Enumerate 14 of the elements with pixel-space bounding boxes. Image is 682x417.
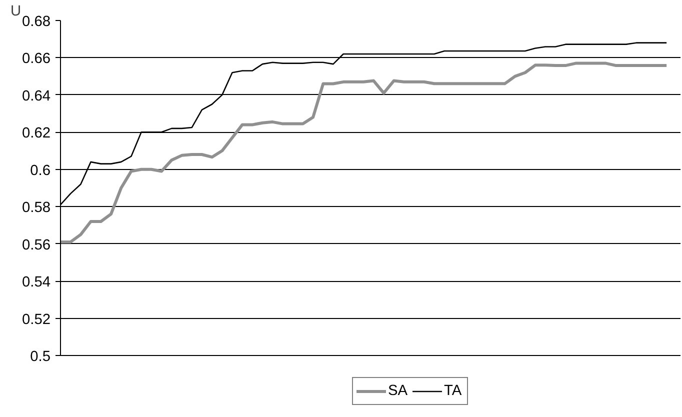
- legend-label: TA: [444, 383, 463, 399]
- y-tick-label: 0.5: [30, 349, 50, 365]
- y-tick-label: 0.64: [22, 88, 51, 104]
- y-axis-title: U: [10, 4, 22, 20]
- y-tick-label: 0.62: [22, 126, 51, 142]
- y-tick-label: 0.6: [30, 162, 50, 179]
- legend-label: SA: [388, 383, 408, 399]
- y-tick-label: 0.56: [22, 237, 51, 254]
- y-tick-label: 0.54: [22, 274, 51, 291]
- line-series: [60, 62, 668, 244]
- y-tick-label: 0.66: [22, 51, 51, 68]
- y-tick-label: 0.52: [22, 312, 51, 328]
- y-tick-label: 0.68: [22, 14, 51, 30]
- y-tick-label: 0.58: [22, 200, 51, 216]
